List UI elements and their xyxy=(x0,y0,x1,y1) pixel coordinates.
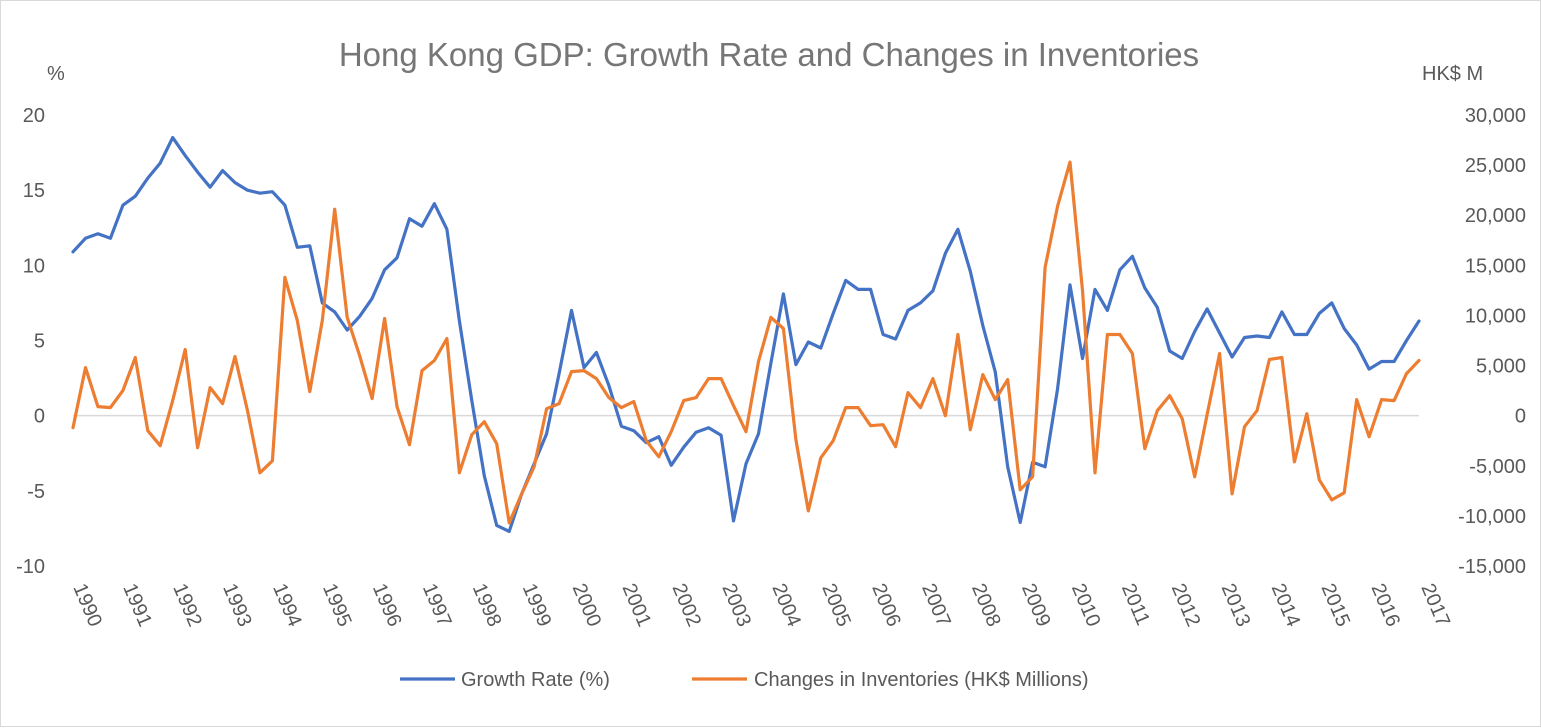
right-axis-tick-label: 0 xyxy=(1515,406,1526,428)
x-axis-tick-label: 1994 xyxy=(268,580,306,630)
x-axis-tick-label: 2011 xyxy=(1117,580,1154,628)
x-axis-tick-label: 2004 xyxy=(767,580,805,630)
x-axis-tick-label: 2010 xyxy=(1067,580,1105,630)
x-axis-tick-label: 2017 xyxy=(1416,580,1454,630)
x-axis-tick-label: 2013 xyxy=(1217,580,1255,630)
x-axis-tick-label: 2015 xyxy=(1317,580,1355,630)
series-layer xyxy=(71,136,1421,534)
right-axis-unit: HK$ M xyxy=(1422,63,1483,85)
x-axis-tick-label: 1991 xyxy=(118,580,156,630)
x-axis-tick-label: 1998 xyxy=(468,580,506,630)
left-axis-tick-label: 0 xyxy=(34,406,45,428)
right-axis-tick-label: -10,000 xyxy=(1458,506,1526,528)
right-axis-tick-label: 30,000 xyxy=(1465,105,1526,127)
x-axis-tick-label: 1997 xyxy=(418,580,456,630)
x-axis-tick-label: 1995 xyxy=(318,580,356,630)
x-axis-tick-label: 1992 xyxy=(168,580,206,630)
x-axis-tick-label: 2005 xyxy=(817,580,855,630)
right-axis-tick-label: 20,000 xyxy=(1465,205,1526,227)
x-axis-tick-label: 2014 xyxy=(1267,580,1305,630)
x-axis-tick-label: 2012 xyxy=(1167,580,1205,630)
right-axis-ticks: -15,000 -10,000 -5,000 0 5,000 10,000 15,000 20… xyxy=(1458,105,1526,578)
left-axis-unit: % xyxy=(47,63,65,85)
left-axis-tick-label: 20 xyxy=(23,105,45,127)
x-axis-tick-label: 2000 xyxy=(568,580,606,630)
right-axis-tick-label: 25,000 xyxy=(1465,155,1526,177)
left-axis-tick-label: 10 xyxy=(23,255,45,277)
x-axis-tick-label: 2006 xyxy=(867,580,905,630)
left-axis-tick-label: 5 xyxy=(34,331,45,353)
x-axis-tick-label: 1999 xyxy=(518,580,556,630)
right-axis-tick-label: -15,000 xyxy=(1458,556,1526,578)
x-axis-tick-label: 2007 xyxy=(917,580,955,630)
x-axis-tick-label: 2003 xyxy=(717,580,755,630)
series-line-changes-in-inventories xyxy=(71,160,1421,525)
left-axis-ticks: -10 -5 0 5 10 15 20 xyxy=(16,105,45,578)
x-axis-tick-label: 2008 xyxy=(967,580,1005,630)
x-axis-tick-label: 2016 xyxy=(1366,580,1404,630)
x-axis-tick-label: 1993 xyxy=(218,580,256,630)
legend: Growth Rate (%) Changes in Inventories (H… xyxy=(400,669,1089,691)
right-axis-tick-label: 10,000 xyxy=(1465,305,1526,327)
legend-label: Changes in Inventories (HK$ Millions) xyxy=(754,669,1089,691)
x-axis-labels: 1990 1991 1992 1993 1994 1995 1996 1997 1998 1999… xyxy=(68,580,1454,630)
right-axis-tick-label: 15,000 xyxy=(1465,255,1526,277)
left-axis-tick-label: -10 xyxy=(16,556,45,578)
x-axis-tick-label: 1990 xyxy=(68,580,106,630)
x-axis-tick-label: 1996 xyxy=(368,580,406,630)
right-axis-tick-label: -5,000 xyxy=(1469,456,1526,478)
series-line-growth-rate xyxy=(71,136,1421,534)
x-axis-tick-label: 2001 xyxy=(618,580,656,630)
legend-label: Growth Rate (%) xyxy=(461,669,610,691)
left-axis-tick-label: 15 xyxy=(23,180,45,202)
chart-title: Hong Kong GDP: Growth Rate and Changes i… xyxy=(339,36,1199,73)
left-axis-tick-label: -5 xyxy=(27,481,45,503)
x-axis-tick-label: 2002 xyxy=(668,580,706,630)
right-axis-tick-label: 5,000 xyxy=(1476,356,1526,378)
x-axis-tick-label: 2009 xyxy=(1017,580,1055,630)
